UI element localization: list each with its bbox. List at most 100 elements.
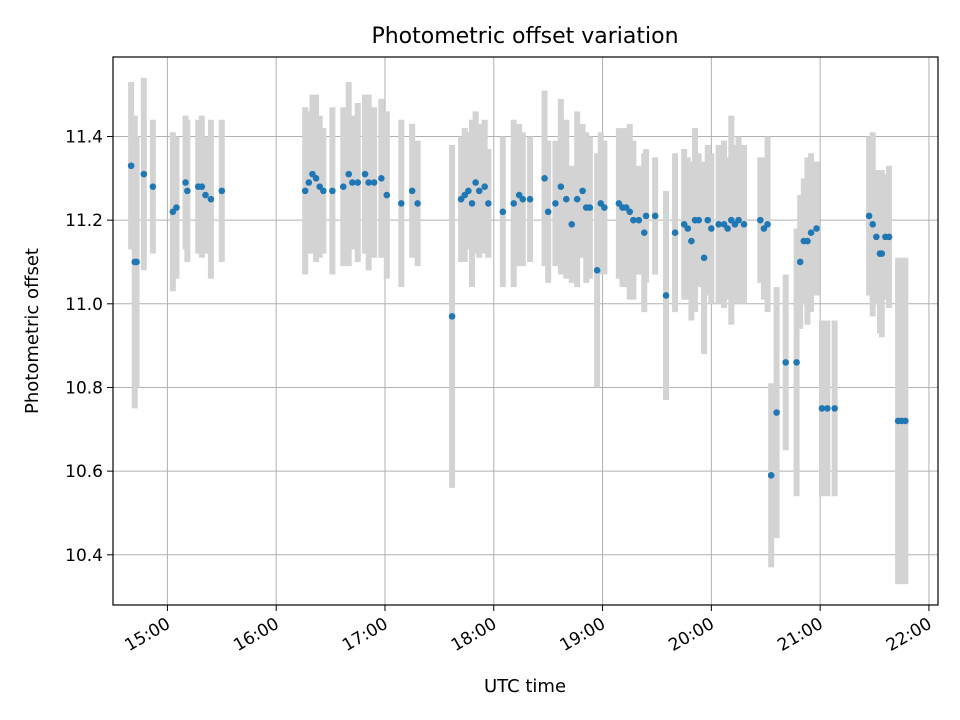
data-point xyxy=(767,472,775,479)
data-point xyxy=(593,267,601,274)
y-tick-label: 10.8 xyxy=(65,378,103,398)
data-point xyxy=(472,179,479,186)
data-point xyxy=(586,204,594,211)
data-point xyxy=(354,179,362,186)
data-point xyxy=(218,187,226,195)
data-point xyxy=(878,250,886,257)
data-point xyxy=(544,208,552,216)
data-point xyxy=(651,212,659,220)
data-point xyxy=(184,187,191,195)
data-point xyxy=(361,170,369,178)
data-point xyxy=(475,187,483,195)
data-point xyxy=(715,221,722,228)
data-point xyxy=(818,405,826,412)
data-point xyxy=(568,221,576,228)
data-point xyxy=(704,216,712,224)
data-point xyxy=(329,187,336,195)
data-point xyxy=(312,175,320,182)
data-point xyxy=(541,175,548,182)
data-point xyxy=(370,179,378,186)
data-point xyxy=(345,170,353,178)
data-point xyxy=(865,212,873,220)
data-point xyxy=(173,204,180,211)
data-point xyxy=(869,221,877,228)
y-tick-label: 10.4 xyxy=(65,546,103,566)
data-point xyxy=(149,183,157,190)
data-point xyxy=(552,200,559,207)
data-point xyxy=(804,237,811,245)
data-point xyxy=(140,170,148,178)
data-point xyxy=(481,183,489,190)
data-point xyxy=(735,216,742,224)
data-point xyxy=(510,200,518,207)
data-point xyxy=(813,225,820,232)
data-point xyxy=(408,187,416,195)
data-point xyxy=(708,225,715,232)
data-point xyxy=(671,229,679,236)
data-point xyxy=(485,200,492,207)
data-point xyxy=(468,200,476,207)
data-point xyxy=(684,225,692,232)
data-point xyxy=(526,195,534,203)
data-point xyxy=(824,405,831,412)
data-point xyxy=(301,187,309,195)
y-axis-label: Photometric offset xyxy=(22,248,43,414)
data-point xyxy=(630,216,637,224)
y-tick-label: 11.0 xyxy=(65,295,103,315)
data-point xyxy=(579,187,586,195)
data-point xyxy=(573,195,581,203)
data-point xyxy=(642,212,650,220)
data-point xyxy=(688,237,695,245)
data-point xyxy=(807,229,815,236)
data-point xyxy=(465,187,472,195)
data-point xyxy=(773,409,780,416)
data-point xyxy=(365,179,372,186)
data-points xyxy=(127,162,909,479)
data-point xyxy=(640,229,648,236)
data-point xyxy=(198,183,206,190)
data-point xyxy=(626,208,634,216)
data-point xyxy=(207,195,215,203)
data-point xyxy=(635,216,643,224)
data-point xyxy=(700,254,708,262)
data-point xyxy=(662,292,670,299)
data-point xyxy=(695,216,702,224)
y-tick-label: 11.4 xyxy=(65,127,103,147)
data-point xyxy=(339,183,347,190)
data-point xyxy=(499,208,507,216)
data-point xyxy=(740,221,748,228)
data-point xyxy=(414,200,421,207)
plot-frame xyxy=(112,56,939,606)
data-point xyxy=(831,405,838,412)
data-point xyxy=(873,233,880,241)
data-point xyxy=(724,225,731,232)
y-tick-label: 10.6 xyxy=(65,462,103,482)
data-point xyxy=(782,359,789,366)
data-point xyxy=(127,162,135,170)
data-point xyxy=(601,204,608,211)
data-point xyxy=(383,191,391,199)
data-point xyxy=(397,200,405,207)
data-point xyxy=(757,216,764,224)
y-axis-ticks: 10.4 10.6 10.8 11.0 11.2 11.4 xyxy=(65,127,113,566)
data-point xyxy=(378,175,385,182)
data-point xyxy=(885,233,893,241)
data-point xyxy=(519,195,527,203)
data-point xyxy=(349,179,356,186)
data-point xyxy=(902,417,909,425)
data-point xyxy=(796,258,804,266)
data-point xyxy=(320,187,327,195)
chart-title: Photometric offset variation xyxy=(371,24,678,49)
data-point xyxy=(133,258,140,266)
data-point xyxy=(557,183,565,190)
data-point xyxy=(562,195,570,203)
data-point xyxy=(793,359,800,366)
data-point xyxy=(305,179,313,186)
data-point xyxy=(448,313,456,320)
data-point xyxy=(182,179,189,186)
data-point xyxy=(202,191,209,199)
x-axis-label: UTC time xyxy=(484,676,566,697)
data-point xyxy=(764,221,771,228)
y-tick-label: 11.2 xyxy=(65,211,103,231)
